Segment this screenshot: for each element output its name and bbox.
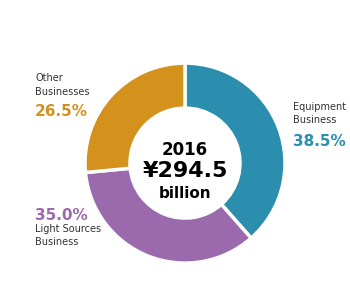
Text: Other
Businesses: Other Businesses (35, 74, 90, 97)
Text: Light Sources
Business: Light Sources Business (35, 223, 101, 247)
Text: 35.0%: 35.0% (35, 208, 88, 223)
Text: BREAKDOWN OF TOTAL ASSETS: BREAKDOWN OF TOTAL ASSETS (57, 9, 293, 22)
Text: billion: billion (159, 186, 211, 201)
Text: 2016: 2016 (162, 141, 208, 159)
Text: ¥294.5: ¥294.5 (142, 161, 228, 181)
Wedge shape (85, 168, 251, 263)
Text: 38.5%: 38.5% (293, 134, 346, 149)
Text: Equipment
Business: Equipment Business (293, 102, 346, 125)
Text: 26.5%: 26.5% (35, 104, 88, 119)
Wedge shape (185, 63, 285, 238)
Wedge shape (85, 63, 185, 173)
